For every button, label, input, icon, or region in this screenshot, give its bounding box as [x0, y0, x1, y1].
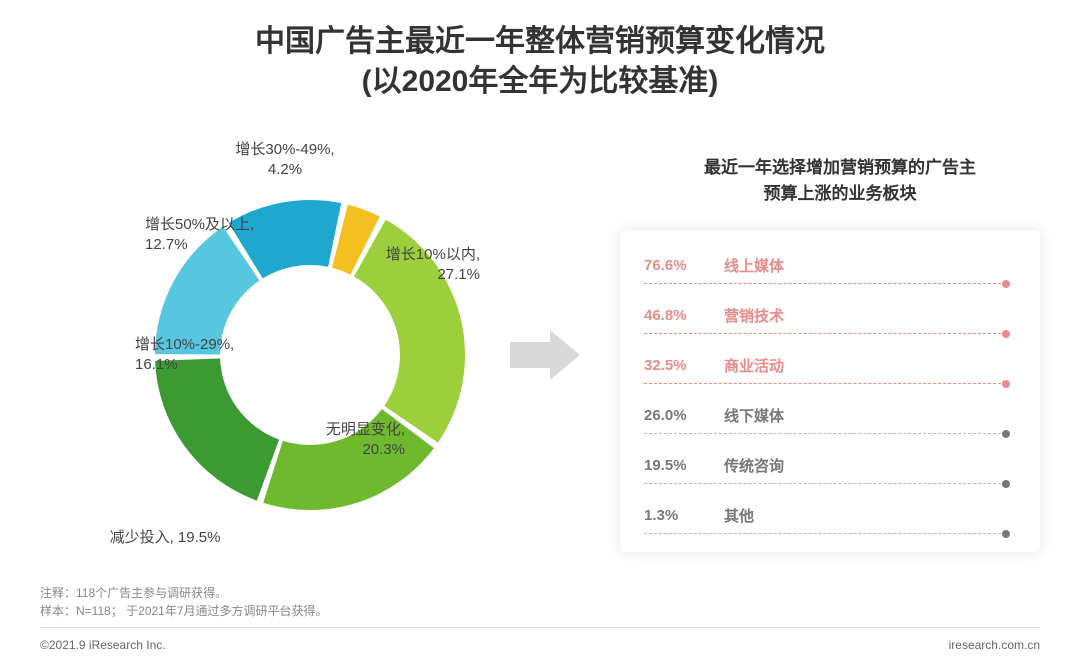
list-row-pct: 32.5%: [644, 357, 724, 374]
arrow-icon: [510, 330, 580, 380]
list-row-dot: [1002, 480, 1010, 488]
list-row-pct: 19.5%: [644, 457, 724, 474]
list-row-line: [644, 282, 1006, 284]
list-row: 46.8%营销技术: [644, 290, 1016, 340]
source-url: iresearch.com.cn: [949, 638, 1040, 652]
list-row-dot: [1002, 430, 1010, 438]
list-row-line: [644, 382, 1006, 384]
chart-title-line2: (以2020年全年为比较基准): [0, 62, 1080, 103]
list-row-dot: [1002, 280, 1010, 288]
list-row-label: 营销技术: [724, 305, 784, 326]
list-row-line: [644, 482, 1006, 484]
list-row-label: 传统咨询: [724, 455, 784, 476]
list-row-pct: 46.8%: [644, 307, 724, 324]
list-row-label: 商业活动: [724, 355, 784, 376]
list-row: 32.5%商业活动: [644, 340, 1016, 390]
copyright: ©2021.9 iResearch Inc.: [40, 638, 166, 652]
list-row-dot: [1002, 380, 1010, 388]
list-row-pct: 1.3%: [644, 507, 724, 524]
list-row-line: [644, 432, 1006, 434]
list-title: 最近一年选择增加营销预算的广告主预算上涨的业务板块: [630, 155, 1050, 206]
footer-divider: [40, 627, 1040, 628]
list-row: 1.3%其他: [644, 490, 1016, 540]
donut-label: 增长30%-49%, 4.2%: [195, 140, 375, 179]
list-row: 76.6%线上媒体: [644, 240, 1016, 290]
list-row-line: [644, 332, 1006, 334]
donut-label: 无明显变化, 20.3%: [326, 420, 405, 459]
list-box: 76.6%线上媒体46.8%营销技术32.5%商业活动26.0%线下媒体19.5…: [620, 230, 1040, 552]
donut-label: 增长50%及以上, 12.7%: [145, 215, 254, 254]
list-row-pct: 76.6%: [644, 257, 724, 274]
list-row-label: 线上媒体: [724, 255, 784, 276]
list-row: 26.0%线下媒体: [644, 390, 1016, 440]
infographic-root: { "title": { "line1": "中国广告主最近一年整体营销预算变化…: [0, 0, 1080, 670]
list-row-dot: [1002, 530, 1010, 538]
footnotes: 注释：118个广告主参与调研获得。 样本：N=118； 于2021年7月通过多方…: [40, 584, 328, 620]
list-row-label: 线下媒体: [724, 405, 784, 426]
donut-label: 减少投入, 19.5%: [75, 528, 255, 548]
list-row: 19.5%传统咨询: [644, 440, 1016, 490]
chart-title-line1: 中国广告主最近一年整体营销预算变化情况: [0, 22, 1080, 63]
list-row-pct: 26.0%: [644, 407, 724, 424]
footnote-1: 注释：118个广告主参与调研获得。: [40, 584, 328, 602]
donut-label: 增长10%-29%, 16.1%: [135, 335, 234, 374]
footnote-2: 样本：N=118； 于2021年7月通过多方调研平台获得。: [40, 602, 328, 620]
list-row-label: 其他: [724, 505, 754, 526]
donut-label: 增长10%以内, 27.1%: [386, 245, 480, 284]
list-row-line: [644, 532, 1006, 534]
list-row-dot: [1002, 330, 1010, 338]
